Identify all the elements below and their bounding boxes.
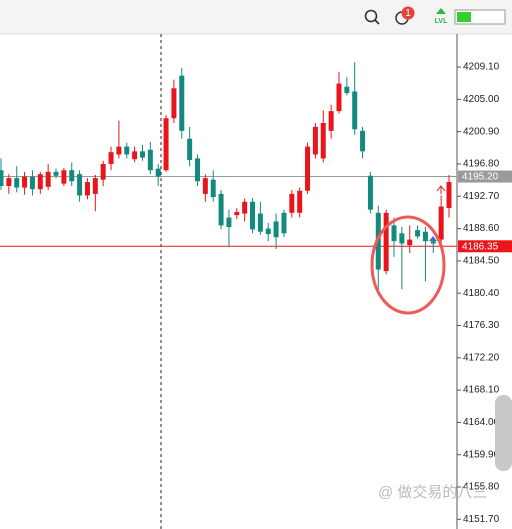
candle-body — [29, 176, 35, 190]
candle-body — [22, 176, 28, 188]
watermark: @ 做交易的八三 — [378, 483, 487, 501]
candle-body — [383, 212, 389, 272]
candle-body — [108, 152, 114, 164]
candle-body — [77, 174, 83, 196]
candle-body — [273, 221, 279, 238]
candle-body — [242, 201, 248, 214]
candle-body — [171, 88, 177, 119]
candle-body — [155, 168, 161, 177]
candle-body — [179, 75, 185, 131]
candle-body — [289, 193, 295, 213]
candle-body — [61, 170, 67, 184]
y-tick-label: 4159.90 — [463, 449, 500, 460]
candle-body — [360, 130, 366, 152]
y-tick-label: 4200.90 — [463, 126, 500, 137]
candle-body — [320, 122, 326, 159]
price-tag-label: 4195.20 — [462, 172, 499, 183]
candle-body — [422, 231, 428, 242]
candle-body — [139, 151, 145, 158]
candle-body — [124, 146, 130, 155]
search-button[interactable] — [364, 9, 380, 25]
candle-body — [407, 239, 413, 246]
candle-body — [234, 212, 240, 216]
candle-body — [391, 225, 397, 242]
candle-body — [305, 146, 311, 191]
candle-body — [187, 138, 193, 161]
y-tick-label: 4176.30 — [463, 320, 500, 331]
y-tick-label: 4164.00 — [463, 417, 500, 428]
candle-body — [226, 217, 232, 227]
candle-body — [210, 179, 216, 198]
price-tag-label: 4186.35 — [462, 241, 499, 252]
candle-body — [147, 149, 153, 171]
buy-arrow — [436, 185, 446, 194]
y-tick-label: 4196.80 — [463, 159, 500, 170]
y-tick-label: 4184.50 — [463, 256, 500, 267]
candle-body — [328, 111, 334, 131]
annotation-circle — [370, 215, 446, 315]
candle-body — [92, 178, 98, 194]
candle-body — [415, 230, 421, 237]
toolbar — [0, 0, 512, 34]
candle-body — [336, 83, 342, 112]
candle-body — [202, 178, 208, 194]
y-tick-label: 4209.10 — [463, 62, 500, 73]
candle-body — [53, 171, 59, 176]
candle-body — [250, 201, 256, 230]
candle-body — [14, 178, 20, 188]
candle-body — [312, 126, 318, 155]
candle-body — [430, 241, 436, 244]
candle-body — [84, 182, 90, 196]
candle-body — [218, 193, 224, 226]
y-tick-label: 4188.60 — [463, 223, 500, 234]
candle-body — [297, 190, 303, 213]
candle-body — [0, 170, 4, 187]
candle-body — [352, 91, 358, 130]
side-handle[interactable] — [495, 395, 512, 471]
candle-body — [100, 163, 106, 180]
y-tick-label: 4155.80 — [463, 482, 500, 493]
candle-body — [367, 175, 373, 210]
level-label: LVL — [435, 18, 448, 25]
y-tick-label: 4192.70 — [463, 191, 500, 202]
y-tick-label: 4180.40 — [463, 288, 500, 299]
y-tick-label: 4168.10 — [463, 385, 500, 396]
notifications-button[interactable]: 1 — [395, 6, 415, 25]
candle-body — [446, 182, 452, 209]
sell-arrow — [429, 236, 437, 241]
candle-body — [69, 170, 75, 182]
price-tag — [458, 170, 512, 183]
candle-body — [163, 118, 169, 171]
candle-body — [116, 146, 122, 155]
y-tick-label: 4151.70 — [463, 514, 500, 525]
candle-body — [265, 228, 271, 235]
price-tag — [458, 240, 512, 253]
candle-body — [344, 86, 350, 94]
candle-body — [399, 233, 405, 244]
candle-body — [45, 171, 51, 187]
candle-body — [281, 212, 287, 234]
candle-body — [195, 158, 200, 182]
candle-body — [438, 206, 444, 240]
badge: 1 — [405, 8, 411, 19]
y-tick-label: 4205.00 — [463, 94, 500, 105]
candle-body — [6, 178, 12, 187]
y-tick-label: 4172.20 — [463, 352, 500, 363]
level-indicator[interactable]: LVL — [435, 8, 448, 25]
candle-body — [37, 174, 43, 190]
candle-body — [132, 151, 138, 160]
battery-indicator — [454, 9, 506, 25]
candle-body — [257, 213, 263, 232]
